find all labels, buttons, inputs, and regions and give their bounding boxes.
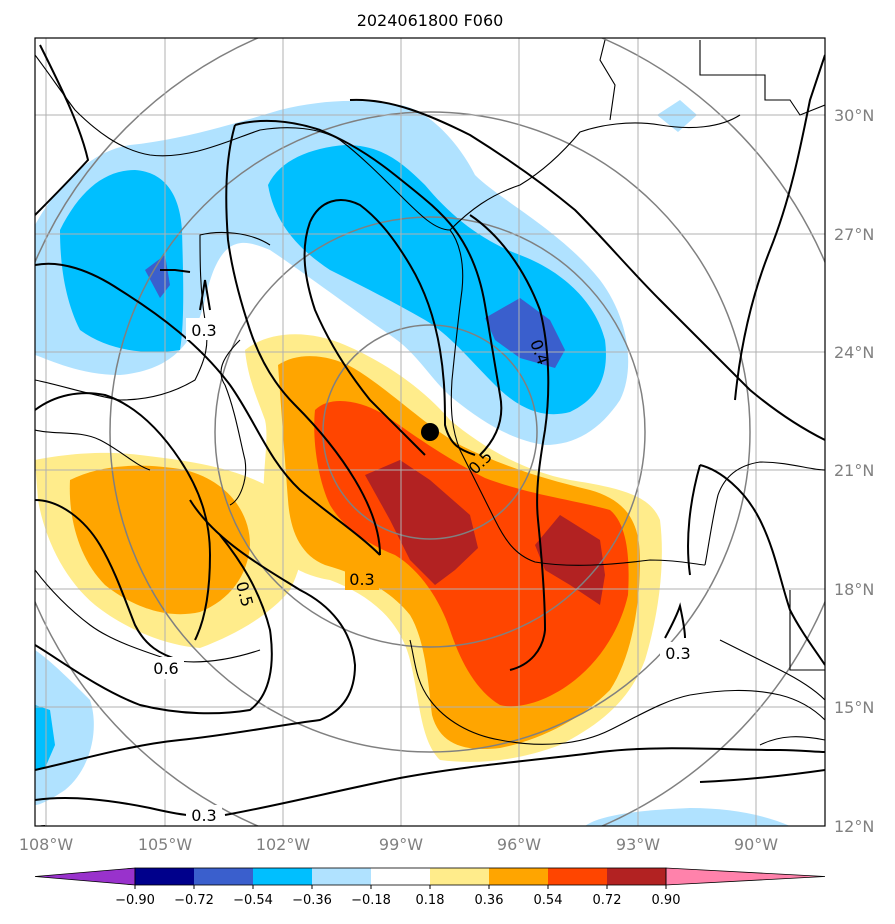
colorbar-swatch [489, 868, 548, 885]
colorbar-label: −0.54 [233, 893, 273, 908]
colorbar-label: 0.18 [416, 893, 445, 908]
colorbar-swatch [548, 868, 607, 885]
map-frame [34, 37, 826, 827]
storm-center-marker [421, 423, 439, 441]
colorbar-swatch [135, 868, 194, 885]
contour-label-layer: 0.3 0.3 0.3 0.3 0.5 0.5 0.6 0.4 [148, 318, 696, 825]
shading-positive-dark-a [365, 460, 478, 585]
colorbar-label: −0.90 [115, 893, 155, 908]
colorbar-label: 0.36 [475, 893, 504, 908]
shading-negative-south [585, 808, 790, 826]
shading-negative-north-core [60, 170, 184, 353]
graticule [35, 38, 825, 826]
contour-label: 0.3 [349, 570, 374, 589]
shading-negative-ne [657, 100, 697, 132]
lat-tick: 30°N [834, 106, 874, 125]
colorbar-extend-min [34, 867, 136, 886]
map-panel: 0.3 0.3 0.3 0.3 0.5 0.5 0.6 0.4 [35, 38, 825, 826]
contour-label: 0.3 [191, 321, 216, 340]
colorbar-label: 0.72 [593, 893, 622, 908]
colorbar-swatch [312, 868, 371, 885]
lat-tick: 18°N [834, 580, 874, 599]
lon-tick: 99°W [379, 835, 423, 854]
shading-negative-dark-1 [145, 255, 170, 298]
shading-negative-sw-core [35, 705, 55, 770]
contour-label: 0.3 [191, 806, 216, 825]
colorbar-label: 0.54 [534, 893, 563, 908]
lon-tick: 90°W [734, 835, 778, 854]
lon-tick: 108°W [19, 835, 74, 854]
colorbar-label: 0.90 [652, 893, 681, 908]
colorbar-swatch [253, 868, 312, 885]
contour-label: 0.6 [153, 659, 178, 678]
colorbar-swatch [430, 868, 489, 885]
shading-negative-dark-2 [485, 298, 565, 368]
lon-tick: 102°W [256, 835, 311, 854]
lon-tick: 93°W [616, 835, 660, 854]
colorbar: −0.90 −0.72 −0.54 −0.36 −0.18 0.18 0.36 0.54 0.7… [34, 867, 826, 908]
lon-tick: 105°W [138, 835, 193, 854]
lat-tick: 24°N [834, 343, 874, 362]
colorbar-label: −0.18 [351, 893, 391, 908]
shading-positive-dark-b [535, 515, 605, 605]
colorbar-swatch [371, 868, 430, 885]
colorbar-outline [134, 867, 667, 886]
lat-tick: 21°N [834, 461, 874, 480]
colorbar-swatch [607, 868, 666, 885]
lat-tick: 15°N [834, 698, 874, 717]
lat-tick: 27°N [834, 225, 874, 244]
lat-tick: 12°N [834, 817, 874, 836]
range-rings [35, 38, 825, 826]
contour-lines [35, 44, 825, 826]
colorbar-label: −0.72 [174, 893, 214, 908]
colorbar-label: −0.36 [292, 893, 332, 908]
colorbar-swatch [194, 868, 253, 885]
map-title: 2024061800 F060 [357, 11, 504, 30]
lon-tick-labels: 108°W 105°W 102°W 99°W 96°W 93°W 90°W [19, 835, 778, 854]
contour-label: 0.3 [665, 644, 690, 663]
lon-tick: 96°W [497, 835, 541, 854]
coastlines [35, 39, 825, 746]
colorbar-extend-max [665, 867, 826, 886]
lat-tick-labels: 30°N 27°N 24°N 21°N 18°N 15°N 12°N [834, 106, 874, 836]
